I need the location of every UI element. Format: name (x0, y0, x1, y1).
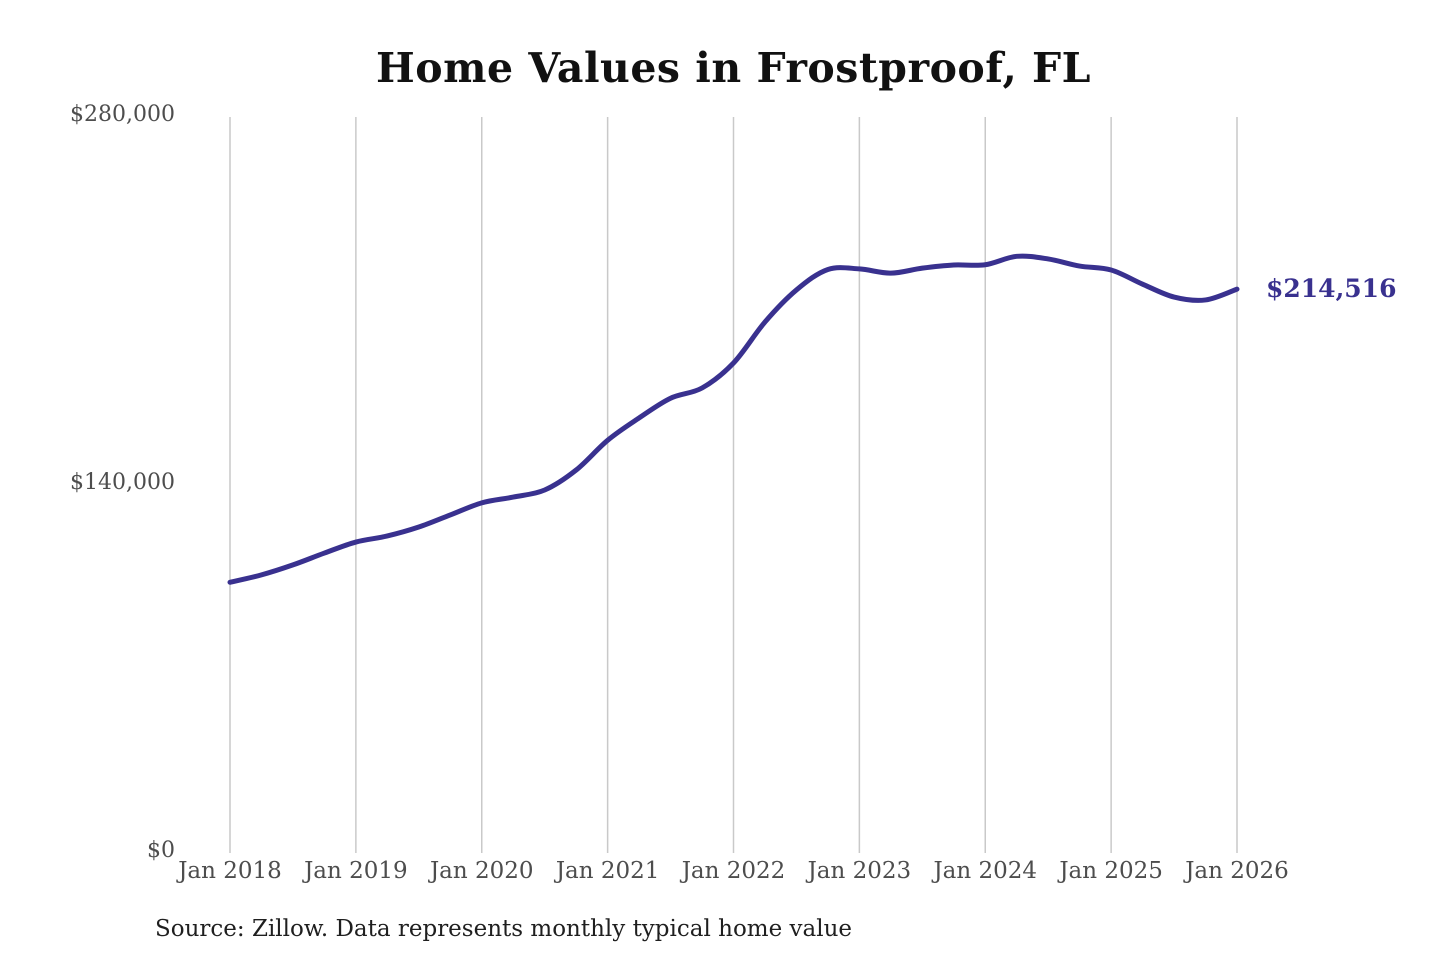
x-axis-label: Jan 2021 (555, 858, 660, 884)
chart-title: Home Values in Frostproof, FL (376, 44, 1091, 92)
x-axis-label: Jan 2018 (178, 858, 282, 884)
x-axis-label: Jan 2022 (681, 858, 786, 884)
gridlines-group (229, 117, 1238, 853)
latest-value-label: $214,516 (1266, 274, 1397, 304)
y-axis-label: $0 (147, 838, 175, 863)
home-value-line (227, 253, 1240, 585)
x-axis-label: Jan 2024 (933, 858, 1038, 884)
x-axis-label: Jan 2023 (807, 858, 912, 884)
x-axis-label: Jan 2025 (1059, 858, 1163, 884)
y-axis-label: $280,000 (70, 102, 175, 127)
source-note: Source: Zillow. Data represents monthly … (155, 916, 853, 942)
x-axis-label: Jan 2020 (429, 858, 534, 884)
x-axis-label: Jan 2026 (1185, 858, 1289, 884)
y-axis-label: $140,000 (70, 470, 175, 495)
x-axis-label: Jan 2019 (304, 858, 408, 884)
